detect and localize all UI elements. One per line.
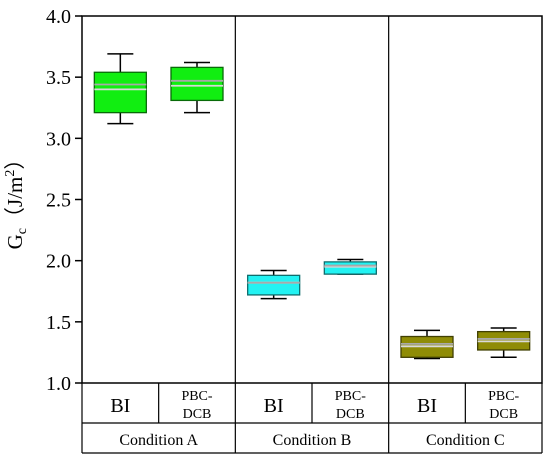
- category-label: PBC-: [181, 389, 212, 404]
- box-plot: [477, 327, 531, 359]
- box-iqr: [247, 274, 301, 296]
- y-label-sup: 2: [3, 170, 18, 177]
- category-label: BI: [264, 395, 284, 417]
- category-label: DCB: [489, 407, 518, 422]
- y-tick-label: 4.0: [46, 6, 71, 28]
- box-iqr: [323, 261, 377, 275]
- box-plot: [400, 329, 454, 360]
- group-label: Condition A: [119, 432, 198, 449]
- category-label: PBC-: [488, 389, 519, 404]
- box-plot: [247, 269, 301, 300]
- y-axis-label: Gc（J/m2）: [3, 149, 30, 250]
- y-label-units: （J/m: [3, 177, 27, 228]
- y-tick-label: 1.0: [46, 373, 71, 395]
- y-label-close: ）: [3, 149, 27, 170]
- y-tick-label: 1.5: [46, 312, 71, 334]
- category-label: DCB: [336, 407, 365, 422]
- category-axis: Condition A BI PBC- DCB Condition B BI PBC- DCB…: [81, 383, 543, 454]
- category-label: BI: [110, 395, 130, 417]
- plot-frame: [81, 15, 543, 384]
- y-tick-label: 2.0: [46, 251, 71, 273]
- svg-text:Gc（J/m2）: Gc（J/m2）: [3, 149, 30, 250]
- group-label: Condition C: [426, 432, 505, 449]
- box-plot: [170, 61, 224, 114]
- plot-area: [81, 15, 543, 453]
- category-label: BI: [417, 395, 437, 417]
- box-iqr: [170, 66, 224, 102]
- y-label-sub: c: [15, 228, 30, 234]
- box-plot: [93, 53, 147, 125]
- category-label: DCB: [183, 407, 212, 422]
- y-axis: 1.0 1.5 2.0 2.5 3.0 3.5 4.0: [46, 6, 82, 395]
- y-label-main: G: [3, 234, 27, 249]
- y-tick-label: 3.0: [46, 128, 71, 150]
- y-tick-label: 2.5: [46, 190, 71, 212]
- box-plot: [323, 258, 377, 275]
- group-label: Condition B: [273, 432, 352, 449]
- y-tick-label: 3.5: [46, 67, 71, 89]
- box-iqr: [93, 71, 147, 114]
- category-label: PBC-: [335, 389, 366, 404]
